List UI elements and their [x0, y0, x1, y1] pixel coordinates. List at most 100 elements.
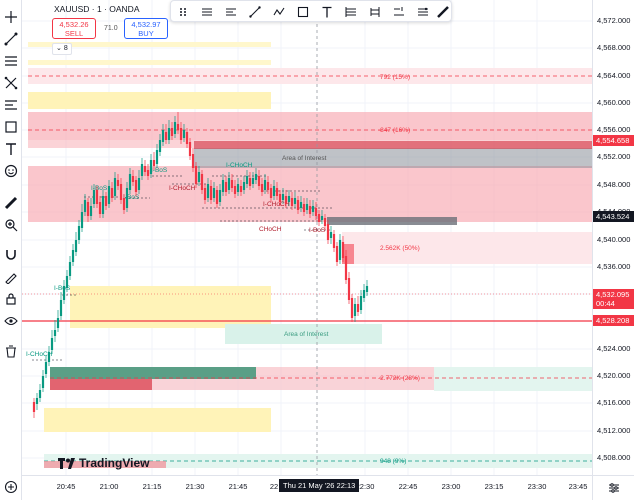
- time-tick: 20:45: [56, 482, 76, 491]
- candle-body: [77, 226, 81, 240]
- candle-body: [293, 198, 297, 204]
- time-tick: 22:30: [355, 482, 375, 491]
- candle-body: [137, 178, 141, 190]
- candle-body: [47, 352, 51, 362]
- candle-body: [170, 128, 174, 136]
- ruler-tool-icon[interactable]: [435, 4, 451, 20]
- candle-body: [158, 140, 162, 152]
- position-icon[interactable]: [367, 4, 383, 20]
- candle-body: [110, 188, 114, 198]
- candle-body: [107, 186, 111, 204]
- candle-body: [62, 286, 66, 300]
- candle-body: [146, 170, 150, 176]
- chart-pane[interactable]: 792 (15%) -847 (16%) Area of Interest 2.…: [22, 0, 592, 475]
- ruler-icon[interactable]: [2, 194, 20, 212]
- pattern-icon[interactable]: [2, 74, 20, 92]
- demand-zone: [70, 286, 271, 328]
- candle-body: [101, 196, 105, 214]
- chart-canvas[interactable]: 792 (15%) -847 (16%) Area of Interest 2.…: [22, 0, 592, 475]
- area-interest-label-lower: Area of Interest: [284, 331, 329, 338]
- time-tick: 23:45: [568, 482, 588, 491]
- axis-settings[interactable]: [592, 475, 634, 500]
- price-axis[interactable]: 4,572.000 4,568.000 4,564.000 4,560.000 4,55…: [592, 0, 634, 475]
- time-axis[interactable]: 23:45 23:30 23:15 23:00 22:45 22:30 22 21:45 21:…: [22, 475, 592, 500]
- trash-icon[interactable]: [2, 342, 20, 360]
- candle-body: [209, 186, 213, 200]
- magnet-icon[interactable]: [2, 246, 20, 264]
- candle-body: [140, 164, 144, 176]
- line-style-icon[interactable]: [199, 4, 215, 20]
- candle-body: [44, 362, 48, 374]
- candle-body: [182, 130, 186, 138]
- candle-body: [65, 276, 69, 288]
- text-icon[interactable]: [2, 140, 20, 158]
- candle-body: [314, 208, 318, 216]
- candle-body: [284, 196, 288, 204]
- price-tick: 4,572.000: [597, 16, 631, 25]
- price-tick: 4,548.000: [597, 180, 631, 189]
- add-icon[interactable]: [2, 478, 20, 496]
- price-tick: 4,560.000: [597, 98, 631, 107]
- indicator-toggle[interactable]: ⌄ 8: [52, 43, 72, 55]
- candle-body: [269, 188, 273, 198]
- candle-body: [254, 174, 258, 180]
- buy-button[interactable]: 4,532.97 BUY: [124, 18, 168, 39]
- fib-icon[interactable]: [2, 52, 20, 70]
- candle-body: [179, 128, 183, 140]
- sell-button[interactable]: 4,532.26 SELL: [52, 18, 96, 39]
- candle-body: [164, 132, 168, 140]
- demand-zone: [28, 92, 271, 109]
- candle-body: [116, 180, 120, 186]
- candle-body: [341, 242, 345, 258]
- time-tick: 22: [269, 482, 279, 491]
- eye-icon[interactable]: [2, 312, 20, 330]
- text-tool-icon[interactable]: [319, 4, 335, 20]
- line-width-icon[interactable]: [223, 4, 239, 20]
- candle-body: [329, 232, 333, 238]
- candle-body: [35, 398, 39, 404]
- projection-icon[interactable]: [2, 96, 20, 114]
- lock-drawing-icon[interactable]: [2, 268, 20, 286]
- projection-tool-icon[interactable]: [391, 4, 407, 20]
- candle-body: [212, 188, 216, 198]
- price-badge-countdown: 00:44: [596, 299, 615, 308]
- candle-body: [257, 176, 261, 186]
- emoji-icon[interactable]: [2, 162, 20, 180]
- ray-icon[interactable]: [247, 4, 263, 20]
- extend-icon[interactable]: [415, 4, 431, 20]
- candle-body: [83, 200, 87, 212]
- rectangle-icon[interactable]: [295, 4, 311, 20]
- price-badge: 4,543.524: [593, 211, 634, 222]
- candle-body: [287, 196, 291, 202]
- candle-body: [80, 212, 84, 228]
- indicator-count: 8: [63, 45, 68, 52]
- supply-zone: [28, 112, 592, 140]
- position-label-top: 792 (15%): [380, 74, 410, 81]
- candle-body: [41, 376, 45, 388]
- structure-label: CHoCH: [259, 226, 282, 233]
- candle-body: [149, 160, 153, 174]
- candle-body: [155, 150, 159, 164]
- regression-icon[interactable]: [271, 4, 287, 20]
- candle-body: [167, 128, 171, 140]
- candle-body: [320, 216, 324, 220]
- lock-icon[interactable]: [2, 290, 20, 308]
- time-cursor-label: Thu 21 May '26 22:13: [279, 479, 360, 492]
- structure-label: I-BoS: [123, 194, 140, 201]
- fib-tool-icon[interactable]: [343, 4, 359, 20]
- brush-icon[interactable]: [2, 118, 20, 136]
- symbol-title[interactable]: XAUUSD · 1 · OANDA: [54, 4, 140, 14]
- crosshair-icon[interactable]: [2, 8, 20, 26]
- candle-body: [311, 206, 315, 212]
- candle-body: [122, 198, 126, 210]
- candle-body: [197, 172, 201, 182]
- logo-text: TradingView: [79, 456, 150, 470]
- candle-body: [263, 180, 267, 190]
- candle-body: [53, 330, 57, 336]
- candle-body: [323, 218, 327, 226]
- trend-line-icon[interactable]: [2, 30, 20, 48]
- drag-handle-icon[interactable]: [175, 4, 191, 20]
- candle-body: [242, 182, 246, 190]
- zoom-icon[interactable]: [2, 216, 20, 234]
- structure-label: I-CHoCH: [226, 162, 253, 169]
